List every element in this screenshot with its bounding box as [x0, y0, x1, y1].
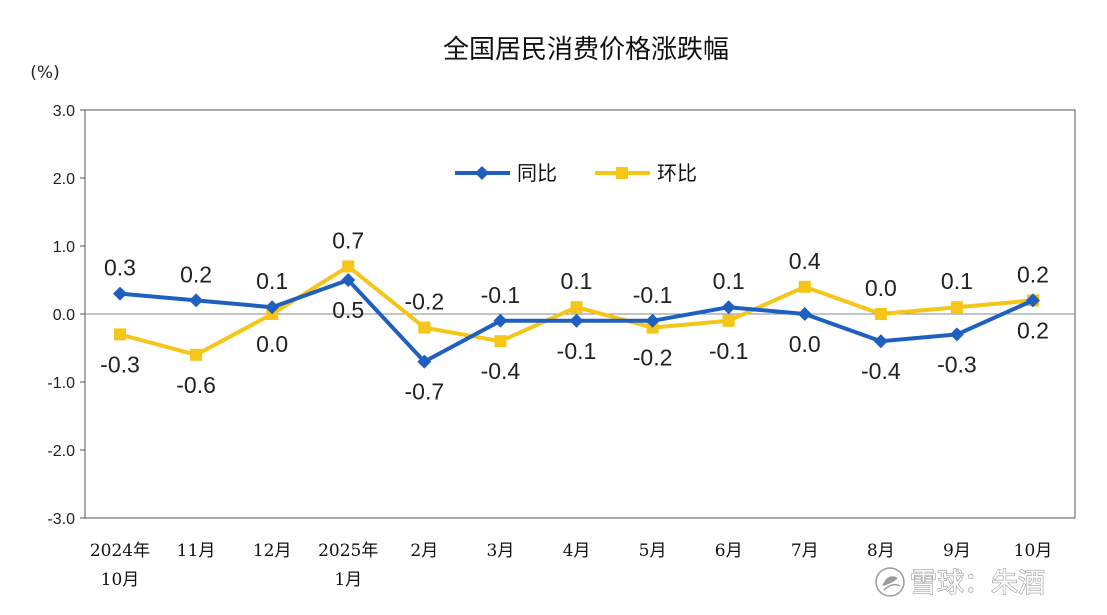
- y-tick-label: -2.0: [47, 443, 75, 460]
- x-tick-label: 4月: [563, 541, 591, 561]
- data-label: -0.3: [100, 351, 140, 377]
- data-label: 0.0: [789, 331, 821, 357]
- y-axis-unit-label: (%): [30, 63, 59, 83]
- x-tick-label: 6月: [715, 541, 743, 561]
- x-tick-label: 2024年: [90, 541, 150, 561]
- data-label: 0.7: [332, 227, 364, 253]
- y-tick-label: -3.0: [47, 511, 75, 528]
- series-point-diamond: [113, 286, 127, 301]
- watermark: 雪球：朱酒: [875, 567, 1046, 600]
- series-point-diamond: [721, 300, 736, 315]
- data-label: 0.1: [561, 268, 593, 294]
- legend-item-1: 环比: [595, 161, 697, 185]
- snowball-logo-icon: [875, 567, 905, 597]
- watermark-text: 雪球：朱酒: [910, 568, 1045, 599]
- series-point-square: [114, 328, 126, 341]
- legend-marker: [475, 166, 489, 180]
- x-tick-label: 10月: [101, 570, 140, 590]
- x-tick-label: 2025年: [318, 541, 378, 561]
- y-tick-label: 1.0: [53, 239, 75, 256]
- x-tick-label: 10月: [1014, 541, 1053, 561]
- data-label: 0.0: [865, 275, 897, 301]
- series-layer: [113, 260, 1040, 369]
- y-tick-label: 3.0: [53, 103, 75, 120]
- series-point-diamond: [265, 300, 280, 315]
- y-tick-label: -1.0: [47, 375, 75, 392]
- data-label: -0.2: [633, 345, 673, 371]
- data-label: 0.1: [256, 268, 288, 294]
- series-point-diamond: [189, 293, 204, 308]
- x-tick-label: 2月: [410, 541, 438, 561]
- data-label: -0.7: [405, 379, 445, 405]
- x-tick-label: 5月: [639, 541, 667, 561]
- series-point-diamond: [1026, 293, 1040, 308]
- data-label: 0.5: [332, 297, 364, 323]
- series-point-diamond: [493, 313, 508, 328]
- data-label: 0.1: [713, 268, 745, 294]
- x-tick-label: 7月: [791, 541, 819, 561]
- data-label: -0.2: [405, 289, 445, 315]
- series-point-diamond: [949, 327, 964, 342]
- series-point-square: [874, 308, 887, 320]
- y-tick-label: 0.0: [53, 307, 75, 324]
- legend-label: 环比: [657, 161, 697, 185]
- series-point-square: [950, 301, 963, 314]
- x-axis-ticks: 2024年 10月 11月 12月 2025年 1月 2月 3月 4月 5月 6月 7月 8月 9月 10月: [90, 541, 1052, 590]
- data-label: 0.1: [941, 268, 973, 294]
- series-point-square: [342, 260, 355, 273]
- data-label: 0.3: [104, 255, 136, 281]
- legend-item-0: 同比: [455, 161, 557, 185]
- series-point-square: [190, 348, 203, 361]
- series-point-diamond: [645, 313, 660, 328]
- x-tick-label: 1月: [334, 570, 362, 590]
- x-tick-label: 8月: [867, 541, 895, 561]
- series-point-square: [570, 301, 583, 314]
- x-tick-label: 9月: [943, 541, 971, 561]
- data-label: -0.3: [937, 351, 977, 377]
- series-point-square: [494, 335, 507, 348]
- data-label: -0.1: [633, 282, 673, 308]
- series-point-diamond: [797, 307, 812, 321]
- series-point-diamond: [341, 273, 356, 287]
- data-label: -0.4: [481, 358, 521, 384]
- series-point-square: [722, 314, 735, 327]
- data-label: -0.1: [481, 282, 521, 308]
- data-label: -0.1: [557, 338, 597, 364]
- series-point-square: [418, 321, 431, 334]
- data-label: 0.2: [180, 261, 212, 287]
- data-labels-layer: 0.3 -0.3 0.2 -0.6 0.1 0.0 0.5 0.7 -0.7 -0.2 -0.1 -0…: [100, 227, 1049, 404]
- legend: 同比 环比: [455, 161, 697, 185]
- legend-marker: [616, 167, 628, 179]
- legend-label: 同比: [517, 161, 557, 185]
- data-label: 0.0: [256, 331, 288, 357]
- data-label: 0.4: [789, 248, 821, 274]
- x-tick-label: 12月: [253, 541, 292, 561]
- data-label: 0.2: [1017, 261, 1049, 287]
- series-point-square: [798, 280, 811, 293]
- series-point-diamond: [873, 334, 888, 349]
- chart-title: 全国居民消费价格涨跌幅: [443, 35, 729, 65]
- data-label: -0.6: [176, 372, 216, 398]
- x-tick-label: 11月: [177, 541, 216, 561]
- data-label: -0.4: [861, 358, 901, 384]
- x-tick-label: 3月: [487, 541, 515, 561]
- data-label: -0.1: [709, 338, 749, 364]
- series-point-diamond: [569, 313, 584, 328]
- y-axis-ticks: 3.0 2.0 1.0 0.0 -1.0 -2.0 -3.0: [47, 103, 85, 528]
- series-point-diamond: [417, 354, 432, 369]
- y-tick-label: 2.0: [53, 171, 75, 188]
- data-label: 0.2: [1017, 317, 1049, 343]
